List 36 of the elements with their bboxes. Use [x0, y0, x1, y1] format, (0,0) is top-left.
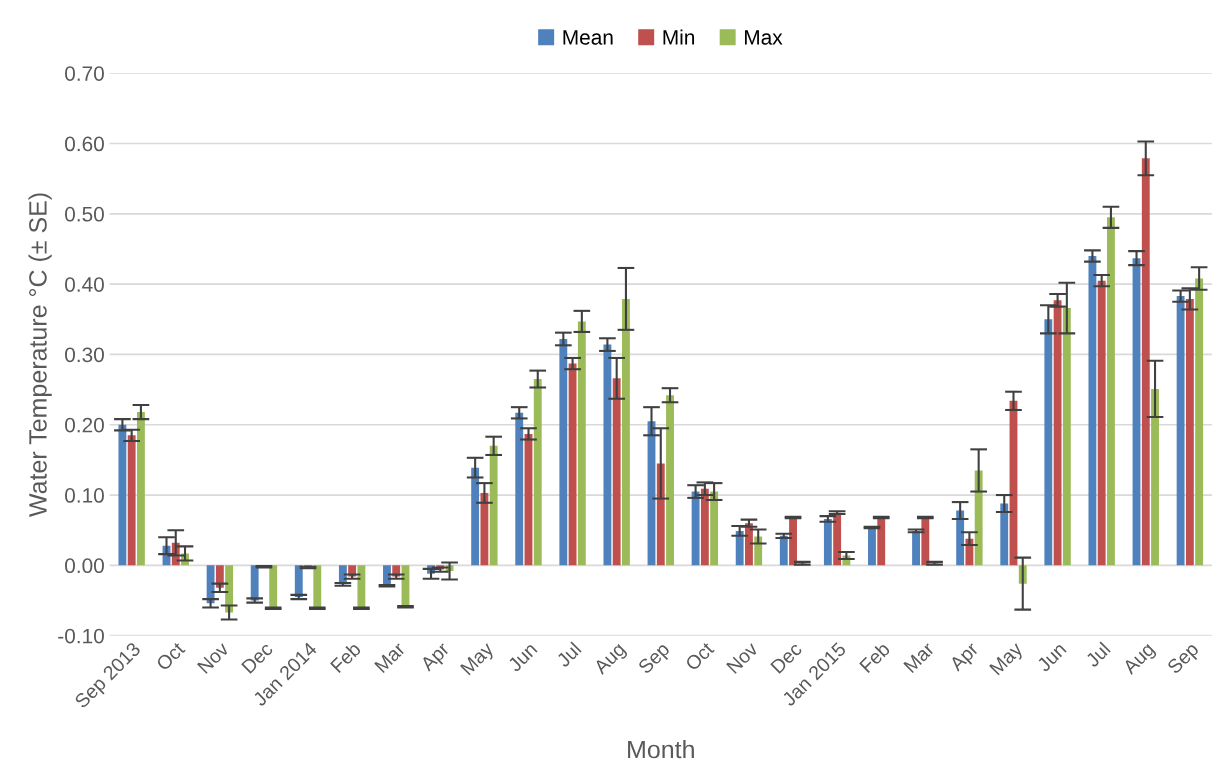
x-tick-label: Mar — [374, 641, 407, 674]
x-tick-label: Dec — [770, 641, 803, 674]
y-tick-label: 0.10 — [65, 488, 104, 503]
y-tick-label: 0.20 — [65, 417, 104, 433]
x-tick-label: Feb — [329, 641, 362, 674]
x-tick-label: Apr — [419, 641, 453, 675]
x-tick-label: Feb — [858, 641, 891, 674]
x-tick-label: Dec — [241, 641, 274, 674]
legend-label: Max — [745, 30, 783, 45]
x-tick-label: Sep — [1166, 641, 1203, 678]
x-tick-label: Aug — [1121, 641, 1158, 678]
legend-label: Min — [663, 29, 695, 45]
x-axis-title: Month — [628, 739, 694, 759]
x-tick-label: Jun — [507, 641, 538, 673]
x-tick-label: Aug — [592, 641, 629, 678]
y-tick-label: 0.30 — [65, 347, 104, 363]
x-tick-label: Jun — [1036, 641, 1067, 673]
x-tick-label: Oct — [155, 640, 186, 672]
y-tick-label: 0.00 — [65, 558, 104, 574]
x-tick-label: Sep — [637, 641, 674, 678]
x-tick-label: Jul — [555, 641, 582, 668]
x-tick-label: Oct — [684, 640, 715, 672]
x-tick-label: Apr — [948, 641, 982, 675]
y-axis-title: Water Temperature °C (± SE) — [28, 193, 52, 517]
y-tick-label: 0.40 — [65, 277, 104, 292]
y-tick-label: -0.10 — [58, 628, 104, 644]
legend-label: Mean — [563, 30, 613, 45]
x-tick-label: May — [989, 641, 1027, 679]
y-tick-label: 0.70 — [65, 66, 104, 81]
y-tick-label: 0.50 — [65, 206, 104, 222]
x-tick-label: Mar — [903, 641, 936, 674]
y-tick-label: 0.60 — [65, 136, 104, 152]
x-tick-label: Jul — [1084, 641, 1111, 668]
x-tick-label: May — [460, 641, 498, 679]
x-tick-label: Nov — [197, 641, 230, 674]
x-tick-label: Nov — [726, 641, 759, 674]
